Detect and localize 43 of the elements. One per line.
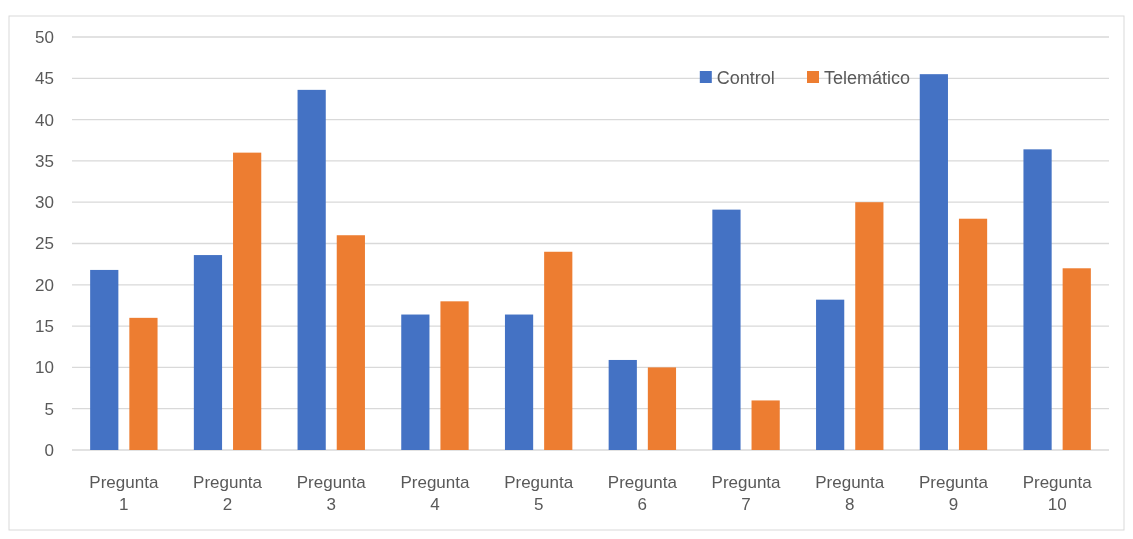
x-tick-label: Pregunta 5: [504, 473, 574, 514]
x-tick-label: Pregunta 3: [296, 473, 367, 514]
bar: [958, 218, 988, 450]
bar: [504, 314, 534, 450]
x-tick-label: Pregunta 6: [607, 473, 678, 514]
y-tick-label: 10: [35, 358, 54, 378]
legend-label: Telemático: [824, 68, 911, 89]
bar: [647, 367, 677, 450]
x-tick-label: Pregunta 9: [918, 473, 989, 514]
x-tick-label: Pregunta 2: [193, 473, 263, 514]
bar: [608, 359, 637, 450]
y-tick-label: 5: [44, 399, 54, 419]
y-tick-label: 15: [35, 317, 54, 337]
y-tick-label: 25: [35, 234, 54, 254]
bar: [336, 235, 365, 450]
bar: [544, 251, 573, 450]
x-tick-label: Pregunta 10: [1022, 473, 1093, 514]
y-tick-label: 50: [35, 27, 54, 47]
y-tick-label: 45: [35, 69, 54, 89]
bar: [440, 301, 469, 450]
x-tick-label: Pregunta 4: [400, 473, 470, 514]
bar: [855, 202, 884, 450]
bar: [1023, 149, 1052, 450]
bar: [193, 255, 223, 450]
y-tick-label: 40: [35, 110, 54, 130]
bar: [90, 269, 119, 450]
x-tick-label: Pregunta 1: [89, 473, 159, 514]
x-tick-label: Pregunta 8: [815, 473, 885, 514]
bar: [129, 317, 158, 450]
y-tick-label: 35: [35, 151, 54, 171]
bar: [297, 89, 326, 450]
bar: [816, 299, 845, 450]
bar: [712, 209, 741, 450]
bar: [401, 314, 430, 450]
bar: [233, 152, 262, 450]
y-tick-label: 0: [44, 440, 54, 460]
bar: [1062, 268, 1091, 450]
y-tick-label: 20: [35, 275, 54, 295]
bar: [751, 400, 780, 450]
bar: [919, 74, 948, 450]
x-tick-label: Pregunta 7: [711, 473, 782, 514]
legend-label: Control: [716, 68, 775, 89]
y-tick-label: 30: [35, 193, 54, 213]
